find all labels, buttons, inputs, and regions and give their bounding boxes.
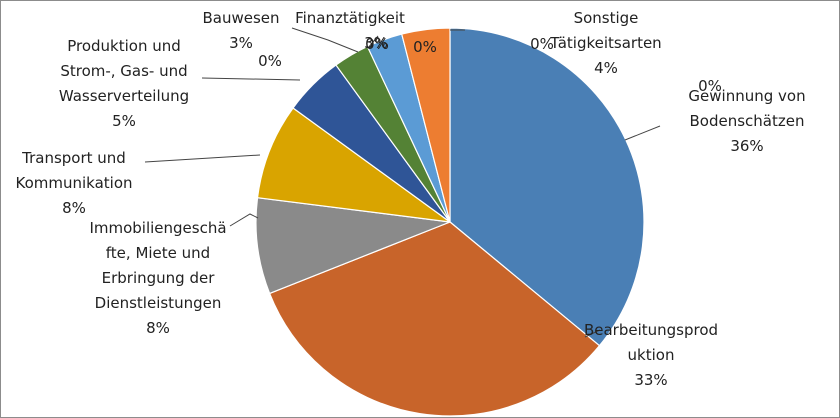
slice-label-1-0: Bearbeitungsprod — [584, 321, 718, 339]
pct-label-7-2: 4% — [594, 59, 618, 77]
slice-label-2-1: fte, Miete und — [106, 244, 210, 262]
pct-label-2-4: 8% — [146, 319, 170, 337]
leader-line-6 — [367, 35, 379, 49]
pie-slice-2 — [255, 197, 451, 295]
slice-label-6-0: Finanztätigkeit — [295, 9, 405, 27]
pct-label-4-3: 5% — [112, 112, 136, 130]
slice-label-1-1: uktion — [628, 346, 675, 364]
leader-line-3 — [144, 154, 261, 163]
slice-label-2-0: Immobiliengeschä — [89, 219, 226, 237]
slice-label-3-0: Transport und — [21, 149, 126, 167]
slice-label-4-1: Strom-, Gas- und — [60, 62, 187, 80]
pie-slice-3 — [256, 107, 451, 223]
leader-line-5 — [291, 27, 359, 53]
slice-label-5-0: Bauwesen — [202, 9, 279, 27]
slice-label-0-0: Gewinnung von — [688, 87, 805, 105]
slice-label-4-0: Produktion und — [67, 37, 181, 55]
slice-label-2-2: Erbringung der — [102, 269, 216, 287]
slice-label-7-1: Tätigkeitsarten — [549, 34, 661, 52]
pie-slice-1 — [268, 221, 601, 417]
slice-label-2-3: Dienstleistungen — [95, 294, 222, 312]
slice-label-3-1: Kommunikation — [15, 174, 132, 192]
zero-label-4: 0% — [698, 77, 722, 95]
slice-label-0-1: Bodenschätzen — [690, 112, 805, 130]
zero-label-2: 0% — [413, 38, 437, 56]
pct-label-1-2: 33% — [634, 371, 667, 389]
pct-label-5-1: 3% — [229, 34, 253, 52]
pct-label-0-2: 36% — [730, 137, 763, 155]
pct-label-6-1: 3% — [364, 34, 388, 52]
leader-line-0 — [624, 125, 661, 141]
zero-label-3: 0% — [530, 35, 554, 53]
pct-label-3-2: 8% — [62, 199, 86, 217]
leader-line-4 — [201, 77, 301, 81]
leader-line-1 — [584, 329, 601, 338]
zero-label-1: 0% — [365, 35, 389, 53]
slice-label-7-0: Sonstige — [574, 9, 639, 27]
pie-slice-7 — [401, 27, 451, 223]
slice-label-4-2: Wasserverteilung — [59, 87, 189, 105]
leader-line-2 — [229, 213, 259, 227]
zero-label-0: 0% — [258, 52, 282, 70]
